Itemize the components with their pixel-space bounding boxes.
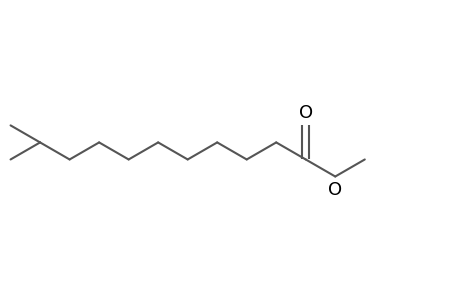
Text: O: O: [327, 181, 341, 199]
Text: O: O: [298, 103, 312, 122]
